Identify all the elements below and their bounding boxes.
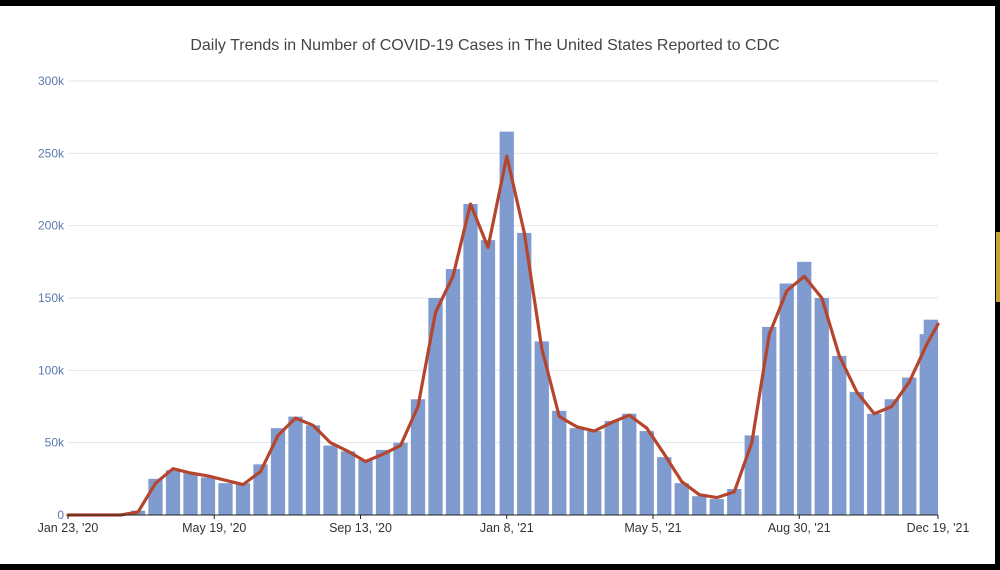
daily-case-bar: [218, 483, 233, 515]
daily-case-bar: [709, 499, 724, 515]
daily-case-bar: [393, 442, 408, 515]
daily-case-bar: [253, 464, 268, 515]
daily-case-bar: [674, 483, 689, 515]
daily-case-bar: [235, 483, 251, 515]
daily-case-bar: [814, 298, 829, 515]
daily-case-bar: [762, 326, 777, 515]
daily-case-bar: [375, 449, 391, 515]
daily-case-bar: [884, 399, 899, 515]
y-tick-label: 150k: [38, 291, 65, 305]
daily-case-bar: [340, 451, 356, 515]
daily-case-bar: [183, 473, 198, 515]
y-tick-label: 50k: [45, 436, 65, 450]
daily-case-bar: [200, 477, 216, 515]
y-tick-label: 250k: [38, 146, 65, 160]
daily-case-bar: [428, 298, 443, 515]
daily-case-bar: [849, 392, 864, 515]
daily-case-bar: [463, 203, 478, 515]
x-tick-label: Aug 30, '21: [768, 521, 831, 535]
daily-case-bar: [305, 425, 321, 515]
x-tick-label: May 19, '20: [182, 521, 246, 535]
daily-case-bar: [534, 341, 549, 515]
y-tick-label: 100k: [38, 363, 65, 377]
daily-case-bar: [604, 420, 619, 515]
daily-case-bar: [445, 269, 461, 515]
daily-case-bar: [270, 428, 286, 515]
daily-case-bar: [779, 283, 794, 515]
daily-case-bar: [692, 496, 707, 515]
daily-case-bar: [587, 431, 602, 515]
x-tick-label: Dec 19, '21: [907, 521, 970, 535]
x-axis-ticks: Jan 23, '20 May 19, '20 Sep 13, '20 Jan 8, …: [38, 515, 970, 535]
daily-case-bar: [569, 428, 584, 515]
daily-case-bar: [902, 377, 917, 515]
daily-case-bars: [130, 131, 938, 515]
chart-frame: Daily Trends in Number of COVID-19 Cases…: [0, 6, 995, 564]
daily-case-bar: [517, 232, 532, 515]
daily-case-bar: [727, 488, 742, 515]
daily-case-bar: [639, 431, 654, 515]
y-axis-ticks: 0 50k 100k 150k 200k 250k 300k: [38, 74, 65, 522]
daily-case-bar: [165, 470, 181, 515]
daily-case-bar: [499, 131, 514, 515]
daily-case-bar: [622, 413, 637, 515]
daily-case-bar: [288, 416, 303, 515]
daily-case-bar: [358, 460, 373, 515]
daily-case-bar: [657, 457, 672, 515]
daily-case-bar: [923, 319, 938, 515]
x-tick-label: Jan 23, '20: [38, 521, 99, 535]
window-edge-highlight: [996, 232, 1000, 302]
x-tick-label: Jan 8, '21: [480, 521, 534, 535]
x-tick-label: May 5, '21: [624, 521, 681, 535]
chart-svg: Daily Trends in Number of COVID-19 Cases…: [38, 37, 970, 535]
daily-case-bar: [410, 399, 426, 515]
moving-average-line: [66, 154, 940, 517]
x-tick-label: Sep 13, '20: [329, 521, 392, 535]
daily-case-bar: [797, 261, 812, 515]
daily-case-bar: [867, 413, 882, 515]
daily-case-bar: [552, 410, 567, 515]
daily-case-bar: [832, 355, 847, 515]
daily-case-bar: [480, 240, 496, 515]
daily-case-bar: [323, 445, 338, 515]
y-tick-label: 300k: [38, 74, 65, 88]
chart-title: Daily Trends in Number of COVID-19 Cases…: [190, 37, 779, 54]
y-tick-label: 200k: [38, 219, 65, 233]
y-tick-label: 0: [57, 508, 64, 522]
